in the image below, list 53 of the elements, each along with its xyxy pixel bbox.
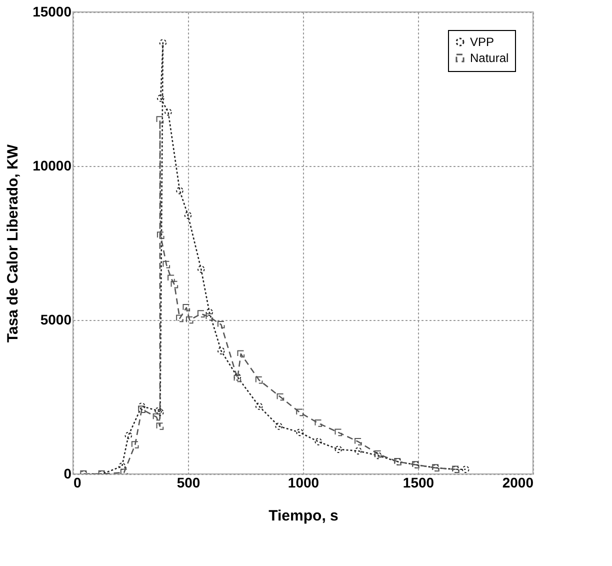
point <box>138 406 146 413</box>
point <box>138 402 146 410</box>
point <box>197 310 205 318</box>
point <box>296 428 304 436</box>
point <box>182 304 190 312</box>
point <box>255 402 263 410</box>
x-axis-title: Tiempo, s <box>268 508 338 524</box>
x-tick-label: 2000 <box>502 474 534 490</box>
x-tick-label: 500 <box>176 474 200 490</box>
point <box>206 308 214 316</box>
point <box>176 186 184 194</box>
point <box>162 260 170 268</box>
point <box>176 314 184 322</box>
point <box>314 438 322 446</box>
legend-label: VPP <box>470 35 494 49</box>
point <box>186 316 194 324</box>
y-axis-title: Tasa de Calor Liberado, KW <box>4 144 22 343</box>
point <box>462 466 470 474</box>
point <box>314 420 322 427</box>
point <box>154 407 162 415</box>
point <box>354 438 362 446</box>
point <box>168 274 175 282</box>
point <box>170 280 178 288</box>
point <box>184 212 192 219</box>
point <box>275 422 283 430</box>
point <box>124 432 132 440</box>
point <box>354 447 362 455</box>
point <box>156 408 164 416</box>
point <box>197 266 205 273</box>
point <box>334 446 342 454</box>
point <box>156 94 164 102</box>
point <box>217 320 225 328</box>
y-tick-label: 10000 <box>32 158 72 174</box>
point <box>217 347 225 354</box>
point <box>156 116 164 124</box>
point <box>164 108 172 116</box>
legend-label: Natural <box>470 51 509 65</box>
point <box>296 408 304 416</box>
point <box>131 441 139 448</box>
point <box>255 376 263 384</box>
x-tick-label: 1500 <box>402 474 434 490</box>
y-tick-label: 15000 <box>32 4 72 20</box>
point <box>334 428 342 436</box>
point <box>118 462 126 470</box>
point <box>206 313 214 321</box>
point <box>237 350 245 358</box>
point <box>156 232 164 239</box>
y-tick-label: 5000 <box>40 312 72 328</box>
point <box>276 393 284 401</box>
point <box>156 422 164 430</box>
x-tick-label: 1000 <box>288 474 320 490</box>
point <box>159 39 167 46</box>
point <box>152 413 160 421</box>
